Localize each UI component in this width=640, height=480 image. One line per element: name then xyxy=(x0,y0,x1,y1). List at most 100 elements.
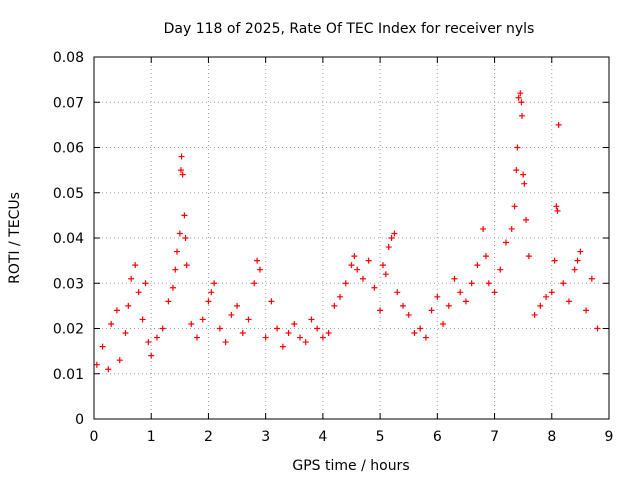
data-point xyxy=(113,307,120,314)
y-tick-label: 0 xyxy=(75,412,84,428)
data-point xyxy=(513,167,520,174)
data-point xyxy=(521,180,528,187)
data-point xyxy=(482,253,489,260)
data-point xyxy=(245,316,252,323)
data-point xyxy=(560,280,567,287)
data-point xyxy=(523,216,530,223)
data-point xyxy=(108,320,115,327)
data-point xyxy=(153,334,160,341)
data-point xyxy=(148,352,155,359)
data-point xyxy=(548,289,555,296)
data-point xyxy=(337,293,344,300)
data-point xyxy=(234,302,241,309)
data-point xyxy=(451,275,458,282)
data-point xyxy=(511,203,518,210)
data-point xyxy=(169,284,176,291)
data-point xyxy=(122,330,129,337)
data-point xyxy=(159,325,166,332)
y-tick-label: 0.05 xyxy=(53,186,84,202)
y-tick-label: 0.02 xyxy=(53,322,84,338)
data-point xyxy=(308,316,315,323)
data-point xyxy=(182,235,189,241)
data-point xyxy=(497,266,504,273)
data-point xyxy=(525,253,532,260)
data-point xyxy=(434,293,441,300)
data-point xyxy=(239,330,246,337)
data-point xyxy=(188,320,195,327)
data-point xyxy=(116,357,123,364)
data-point xyxy=(519,112,526,119)
data-point xyxy=(577,248,584,255)
data-point xyxy=(142,280,149,287)
data-point xyxy=(503,239,509,246)
data-point xyxy=(128,275,135,282)
data-point xyxy=(165,298,172,305)
data-point xyxy=(254,257,261,264)
data-point xyxy=(445,302,452,309)
data-point xyxy=(194,334,200,341)
data-point xyxy=(517,90,524,97)
data-point xyxy=(268,298,275,305)
data-point xyxy=(394,289,401,296)
data-point xyxy=(279,343,286,350)
data-point xyxy=(400,302,406,309)
data-point xyxy=(508,225,515,232)
data-point xyxy=(302,339,309,346)
data-point xyxy=(411,330,418,337)
data-point xyxy=(183,262,190,269)
data-point xyxy=(135,289,142,296)
data-point xyxy=(179,171,186,178)
data-point xyxy=(520,171,527,178)
data-point xyxy=(514,144,521,151)
data-point xyxy=(440,320,447,327)
data-point xyxy=(274,325,281,332)
data-point xyxy=(139,316,146,323)
data-point xyxy=(554,207,561,214)
y-tick-label: 0.04 xyxy=(53,231,84,247)
x-tick-label: 2 xyxy=(204,429,213,445)
y-axis-label: ROTI / TECUs xyxy=(7,192,23,284)
data-point xyxy=(405,311,412,318)
data-point xyxy=(485,280,492,287)
data-point xyxy=(331,302,338,309)
data-point xyxy=(574,257,581,264)
data-point xyxy=(297,334,303,341)
data-point xyxy=(594,325,601,332)
chart-title: Day 118 of 2025, Rate Of TEC Index for r… xyxy=(164,21,535,37)
data-point xyxy=(379,262,386,269)
data-point xyxy=(468,280,475,287)
data-point xyxy=(382,271,389,278)
data-point xyxy=(176,230,183,237)
data-point xyxy=(177,167,184,174)
data-point xyxy=(543,293,550,300)
data-point xyxy=(474,262,481,269)
data-point xyxy=(565,298,572,305)
y-tick-label: 0.06 xyxy=(53,141,84,157)
y-tick-label: 0.07 xyxy=(53,95,84,111)
x-tick-label: 0 xyxy=(90,429,99,445)
data-point xyxy=(422,334,429,341)
data-point xyxy=(480,225,487,232)
y-tick-label: 0.03 xyxy=(53,276,84,292)
x-tick-label: 9 xyxy=(605,429,614,445)
data-point xyxy=(325,330,332,337)
data-point xyxy=(385,244,392,251)
data-point xyxy=(93,361,100,368)
data-point xyxy=(285,330,292,337)
data-point xyxy=(417,325,424,332)
data-point xyxy=(208,289,215,296)
data-point xyxy=(319,334,326,341)
data-point xyxy=(371,284,378,291)
data-point xyxy=(518,99,525,106)
axis-ticks: 0 1 2 3 4 5 6 7 8 9 0 0.01 0.02 0.03 0.04 0.05 0.06 0.07 0… xyxy=(53,50,614,445)
data-point xyxy=(583,307,590,314)
data-point xyxy=(531,311,538,318)
data-point xyxy=(211,280,218,287)
data-points xyxy=(93,90,601,373)
y-tick-label: 0.08 xyxy=(53,50,84,66)
data-point xyxy=(342,280,349,287)
data-point xyxy=(172,266,179,273)
data-point xyxy=(515,94,522,101)
